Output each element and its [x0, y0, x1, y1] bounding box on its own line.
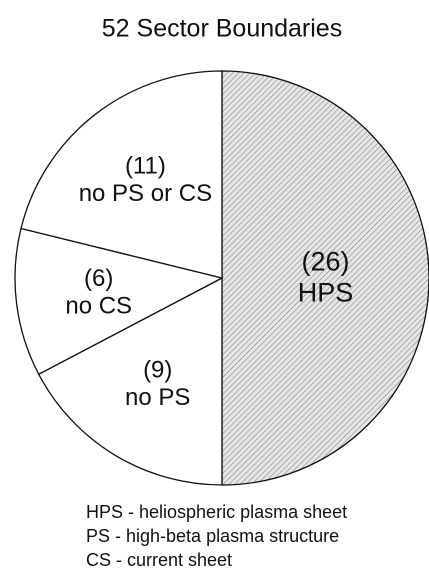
- legend-note: CS - current sheet: [86, 550, 232, 570]
- slice-label: HPS: [298, 277, 354, 307]
- slice-label: no PS: [125, 384, 190, 411]
- chart-title: 52 Sector Boundaries: [102, 15, 342, 43]
- value-label: (11): [125, 152, 166, 179]
- pie-slice: [37, 276, 223, 486]
- value-label: (6): [84, 265, 113, 292]
- slice-label: no CS: [65, 293, 132, 320]
- legend-note: PS - high-beta plasma structure: [86, 526, 339, 546]
- value-label: (9): [143, 356, 172, 383]
- pie-slice: [20, 70, 223, 279]
- value-label: (26): [301, 246, 349, 276]
- slice-label: no PS or CS: [79, 180, 212, 207]
- pie-slice: [14, 227, 224, 376]
- legend-note: HPS - heliospheric plasma sheet: [86, 502, 347, 522]
